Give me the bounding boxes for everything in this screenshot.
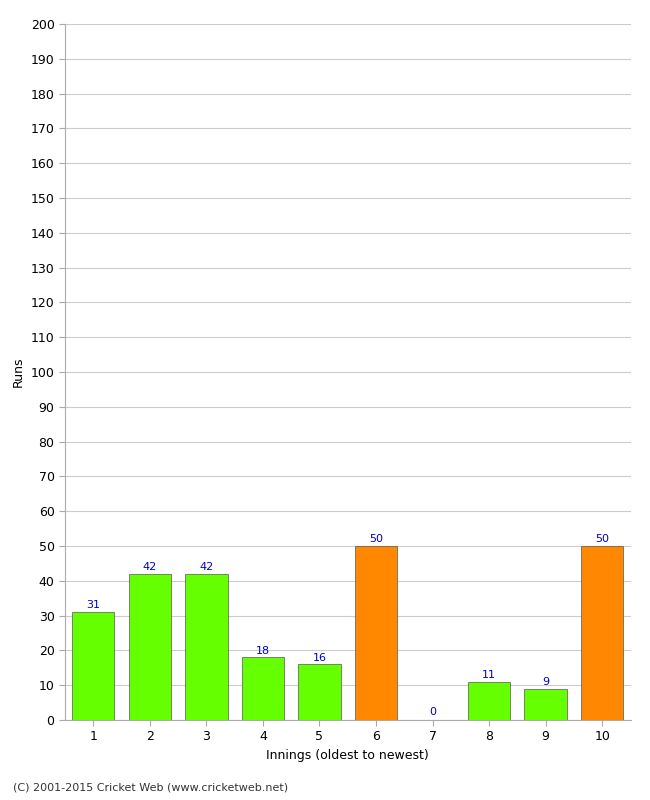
Bar: [242, 658, 284, 720]
Bar: [355, 546, 397, 720]
Bar: [581, 546, 623, 720]
Text: 0: 0: [429, 706, 436, 717]
Bar: [525, 689, 567, 720]
Text: 42: 42: [200, 562, 213, 572]
Bar: [468, 682, 510, 720]
Text: (C) 2001-2015 Cricket Web (www.cricketweb.net): (C) 2001-2015 Cricket Web (www.cricketwe…: [13, 782, 288, 792]
Text: 50: 50: [595, 534, 609, 544]
Y-axis label: Runs: Runs: [12, 357, 25, 387]
Text: 9: 9: [542, 677, 549, 687]
Text: 18: 18: [256, 646, 270, 656]
Bar: [298, 664, 341, 720]
Text: 42: 42: [143, 562, 157, 572]
Text: 31: 31: [86, 600, 100, 610]
Text: 50: 50: [369, 534, 383, 544]
Text: 11: 11: [482, 670, 496, 680]
Bar: [72, 612, 114, 720]
Text: 16: 16: [313, 653, 326, 662]
Bar: [185, 574, 227, 720]
X-axis label: Innings (oldest to newest): Innings (oldest to newest): [266, 749, 429, 762]
Bar: [129, 574, 171, 720]
